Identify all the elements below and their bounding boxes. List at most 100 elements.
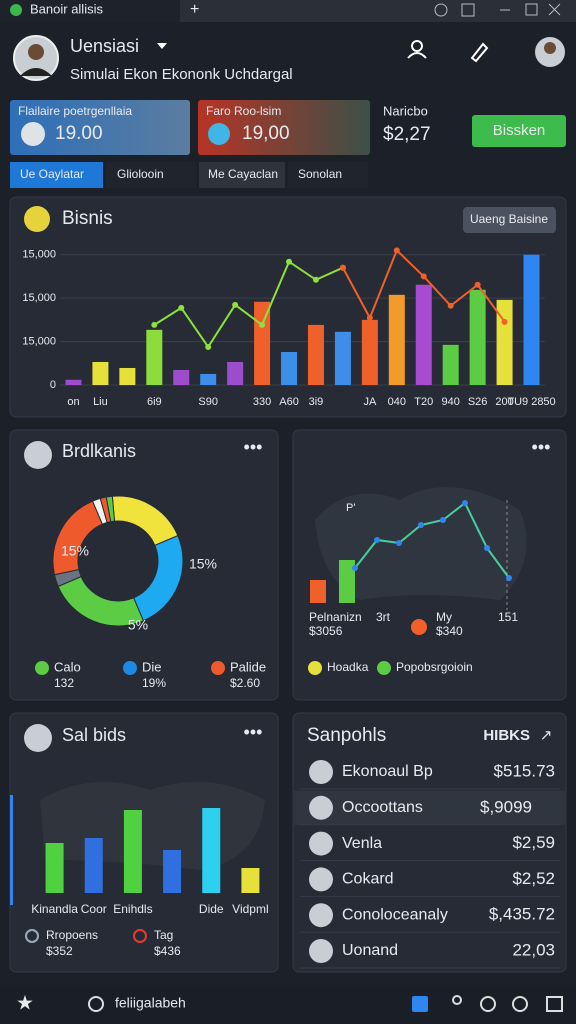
bar [523, 254, 540, 385]
bar [200, 373, 217, 385]
row-avatar [309, 867, 333, 892]
row-avatar [309, 831, 333, 856]
card-avatar [21, 122, 45, 146]
bar [241, 868, 260, 893]
line-point [151, 321, 158, 328]
panel-icon [24, 441, 52, 469]
stat-label: Flailaire poetrgenllaia [18, 104, 132, 118]
tab[interactable] [0, 0, 180, 22]
annotation: My [436, 610, 452, 624]
x-tick-label: S26 [468, 396, 488, 408]
legend-swatch [123, 661, 137, 675]
link-arrow[interactable]: ↗ [540, 727, 553, 744]
legend-swatch [35, 661, 49, 675]
line-point [352, 565, 358, 571]
line [354, 501, 510, 579]
x-tick-label: JA [363, 396, 377, 408]
bar [173, 369, 190, 385]
legend-label: Calo [54, 659, 81, 674]
annotation: 3rt [376, 610, 391, 624]
chart-title: Bisnis [62, 208, 113, 229]
new-tab[interactable]: + [190, 1, 199, 18]
tab-label: Sonolan [298, 167, 342, 181]
legend-swatch [308, 661, 322, 675]
bar [442, 344, 459, 385]
panel-icon [24, 724, 52, 752]
tab[interactable] [106, 162, 196, 188]
bar [146, 329, 163, 385]
x-tick-label: Dide [199, 902, 224, 916]
bar [119, 367, 136, 385]
donut-slice [105, 495, 116, 523]
list-link[interactable]: HIBKS [483, 727, 530, 744]
stat-card[interactable] [10, 100, 190, 155]
stat-value: 19,00 [242, 123, 290, 144]
x-tick-label: 6i9 [147, 396, 162, 408]
line-point [393, 247, 400, 254]
user-face [544, 42, 556, 54]
header-title: Uensiasi [70, 36, 139, 56]
legend-swatch [377, 661, 391, 675]
row-name: Occoottans [342, 799, 423, 816]
nav-icons[interactable] [452, 995, 563, 1012]
bar [92, 361, 109, 385]
card-icon [208, 123, 230, 145]
bar [307, 324, 324, 385]
bar [65, 379, 82, 385]
line-point [484, 545, 490, 551]
line-point [366, 314, 373, 321]
slice-label: 15% [61, 543, 89, 559]
search-text[interactable]: feliigalabeh [115, 995, 186, 1011]
line-point [205, 343, 212, 350]
annotation: $340 [436, 624, 463, 638]
chart-button[interactable] [463, 207, 556, 233]
legend-label: Tag [154, 928, 173, 942]
dropdown[interactable] [157, 43, 167, 49]
tab-active[interactable] [10, 162, 103, 188]
row-name: Venla [342, 835, 382, 852]
stat-value: $2,27 [383, 124, 431, 145]
window-controls[interactable] [434, 3, 561, 17]
line-point [462, 500, 468, 506]
bar [415, 284, 432, 385]
button-label: Bissken [493, 122, 546, 139]
y-tick-label: 0 [50, 379, 56, 391]
tab[interactable] [199, 162, 285, 188]
tab-label: Ue Oaylatar [20, 167, 84, 181]
line-point [506, 575, 512, 581]
menu[interactable]: ••• [244, 722, 263, 742]
header-icons[interactable] [407, 40, 489, 63]
line-point [396, 540, 402, 546]
row-value: $2,52 [512, 869, 555, 888]
tab-icon [10, 4, 22, 16]
bottom-bar [0, 985, 576, 1024]
row-avatar [309, 795, 333, 820]
menu[interactable]: ••• [244, 437, 263, 457]
tab[interactable] [288, 162, 368, 188]
header-subtitle: Simulai Ekon Ekononk Uchdargal [70, 66, 293, 83]
bar [388, 294, 405, 385]
bar [310, 580, 326, 603]
avatar-face [28, 44, 44, 60]
menu[interactable]: ••• [532, 437, 551, 457]
bar [281, 351, 298, 385]
annotation: Pelnanizn [309, 610, 362, 624]
search-icon[interactable] [88, 996, 104, 1012]
bar [334, 331, 351, 385]
x-tick-label: A60 [279, 396, 299, 408]
annotation: 151 [498, 610, 518, 624]
legend-label: Palide [230, 659, 266, 674]
line-point [447, 302, 454, 309]
action-button[interactable] [472, 115, 566, 147]
line-point [501, 318, 508, 325]
line-point [339, 264, 346, 271]
legend-value: $2.60 [230, 676, 260, 690]
legend-label: Rropoens [46, 928, 98, 942]
chart-button-label: Uaeng Baisine [470, 212, 548, 226]
star-icon[interactable]: ★ [16, 992, 34, 1014]
nav-icon[interactable] [412, 996, 428, 1012]
stat-card[interactable] [198, 100, 370, 155]
x-tick-label: Kinandla [31, 902, 78, 916]
x-tick-label: Enihdls [113, 902, 152, 916]
